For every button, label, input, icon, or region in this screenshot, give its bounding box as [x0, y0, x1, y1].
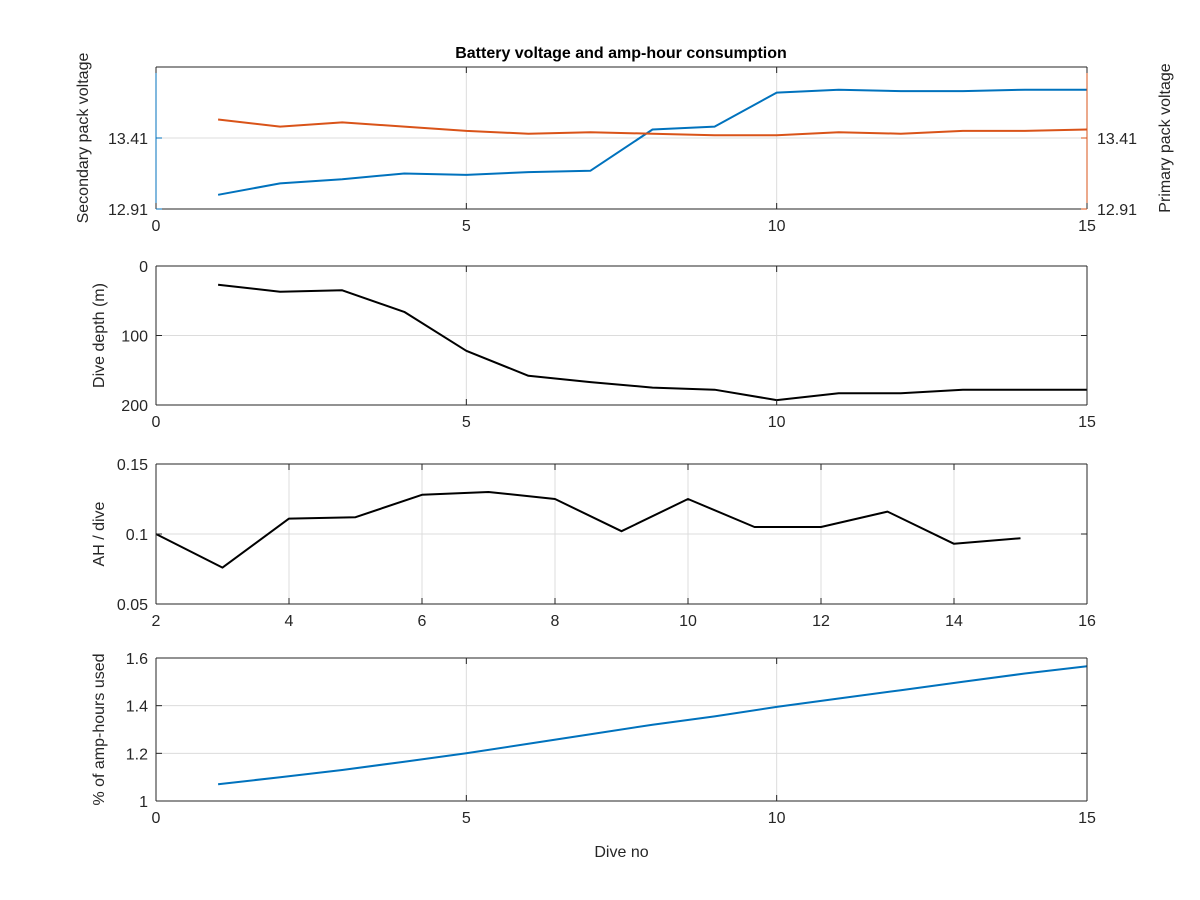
- y-axis-label: Secondary pack voltage: [75, 53, 92, 224]
- y-tick-label: 13.41: [108, 131, 148, 148]
- y-tick-label: 1.4: [126, 699, 148, 716]
- y-tick-label: 100: [121, 329, 148, 346]
- y-axis-label: % of amp-hours used: [91, 653, 108, 805]
- y-axis-label: AH / dive: [91, 501, 108, 566]
- x-tick-label: 10: [768, 414, 786, 431]
- x-axis-label: Dive no: [594, 844, 648, 861]
- y-tick-label: 12.91: [108, 202, 148, 219]
- subplot-4: 0 5 10 15 1 1.2 1.4 1.6 % of amp-hours used Dive …: [91, 651, 1096, 861]
- x-tick-label: 14: [945, 613, 963, 630]
- series-line-1: [217, 665, 1088, 786]
- x-tick-label: 8: [551, 613, 560, 630]
- figure-title: Battery voltage and amp-hour consumption: [455, 45, 787, 62]
- y-axis-label: Dive depth (m): [91, 283, 108, 388]
- x-tick-label: 0: [152, 414, 161, 431]
- x-tick-label: 0: [152, 218, 161, 235]
- x-tick-label: 0: [152, 810, 161, 827]
- series-line-1: [217, 283, 1087, 402]
- x-tick-label: 5: [462, 810, 471, 827]
- x-tick-label: 4: [285, 613, 294, 630]
- y-tick-label: 1.2: [126, 746, 148, 763]
- y-tick-label: 0.15: [117, 457, 148, 474]
- x-tick-label: 6: [418, 613, 427, 630]
- y-tick-label: 0.1: [126, 527, 148, 544]
- y-tick-label: 200: [121, 398, 148, 415]
- subplot-3: 2 4 6 8 10 12 14 16 0.05 0.1 0.15 AH / dive: [91, 457, 1096, 630]
- subplot-2: 0 5 10 15 0 100 200 Dive depth (m): [91, 259, 1096, 431]
- y-tick-label: 1: [139, 794, 148, 811]
- x-tick-label: 15: [1078, 810, 1096, 827]
- y-tick-label: 0.05: [117, 597, 148, 614]
- y-right-tick-label: 12.91: [1097, 202, 1137, 219]
- x-tick-label: 10: [768, 218, 786, 235]
- x-tick-label: 15: [1078, 218, 1096, 235]
- series-line-2: [217, 118, 1088, 137]
- x-tick-label: 12: [812, 613, 830, 630]
- x-tick-label: 5: [462, 414, 471, 431]
- x-tick-label: 10: [679, 613, 697, 630]
- series-line-1: [217, 88, 1087, 196]
- x-tick-label: 15: [1078, 414, 1096, 431]
- y-right-tick-label: 13.41: [1097, 131, 1137, 148]
- y-right-axis-label: Primary pack voltage: [1157, 63, 1174, 212]
- x-tick-label: 2: [152, 613, 161, 630]
- y-tick-label: 1.6: [126, 651, 148, 668]
- x-tick-label: 5: [462, 218, 471, 235]
- x-tick-label: 10: [768, 810, 786, 827]
- y-tick-label: 0: [139, 259, 148, 276]
- x-tick-label: 16: [1078, 613, 1096, 630]
- series-line-1: [155, 491, 1021, 569]
